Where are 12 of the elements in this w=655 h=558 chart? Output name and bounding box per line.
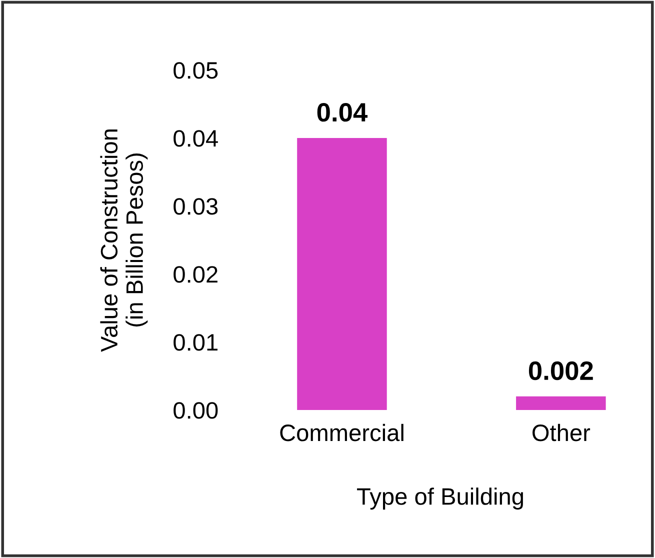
y-tick-label: 0.02 [174, 266, 218, 283]
x-axis-title: Type of Building [357, 488, 523, 510]
y-tick-label: 0.04 [174, 130, 218, 147]
y-tick-label: 0.05 [174, 62, 218, 79]
y-tick-label: 0.03 [174, 198, 218, 215]
y-tick-label: 0.01 [174, 334, 218, 351]
y-axis-title: Value of Construction (in Billion Pesos) [100, 130, 148, 352]
x-tick-label: Commercial [280, 424, 404, 442]
y-tick-label: 0.00 [174, 402, 218, 419]
data-label: 0.002 [528, 361, 593, 380]
x-tick-label: Other [532, 424, 590, 442]
data-label: 0.04 [317, 102, 368, 122]
